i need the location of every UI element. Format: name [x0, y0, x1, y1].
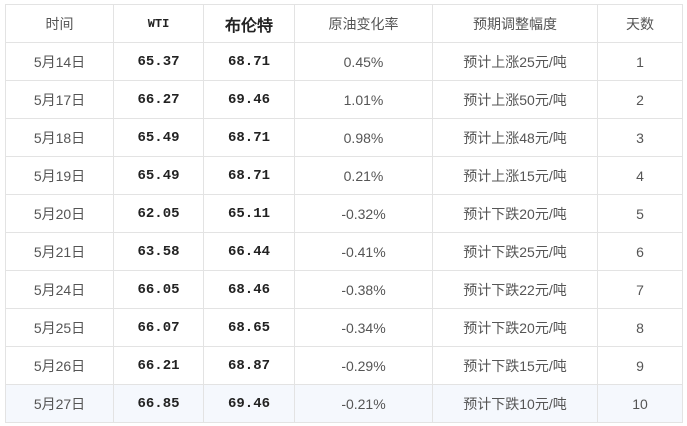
table-row: 5月20日 62.05 65.11 -0.32% 预计下跌20元/吨 5 [5, 194, 683, 233]
days-cell: 10 [597, 384, 683, 423]
wti-cell: 66.05 [113, 270, 204, 309]
brent-cell: 68.87 [203, 346, 295, 385]
date-cell: 5月20日 [5, 194, 114, 233]
wti-cell: 62.05 [113, 194, 204, 233]
days-cell: 3 [597, 118, 683, 157]
adjustment-cell: 预计下跌10元/吨 [432, 384, 598, 423]
adjustment-cell: 预计下跌20元/吨 [432, 308, 598, 347]
adjustment-cell: 预计下跌15元/吨 [432, 346, 598, 385]
brent-cell: 68.71 [203, 42, 295, 81]
table-row: 5月19日 65.49 68.71 0.21% 预计上涨15元/吨 4 [5, 156, 683, 195]
wti-cell: 66.27 [113, 80, 204, 119]
adjustment-cell: 预计上涨25元/吨 [432, 42, 598, 81]
days-cell: 6 [597, 232, 683, 271]
date-cell: 5月14日 [5, 42, 114, 81]
brent-cell: 69.46 [203, 384, 295, 423]
adjustment-cell: 预计下跌20元/吨 [432, 194, 598, 233]
days-cell: 8 [597, 308, 683, 347]
table-row: 5月14日 65.37 68.71 0.45% 预计上涨25元/吨 1 [5, 42, 683, 81]
wti-cell: 65.49 [113, 118, 204, 157]
change-rate-cell: 0.45% [294, 42, 433, 81]
wti-cell: 65.37 [113, 42, 204, 81]
days-cell: 2 [597, 80, 683, 119]
header-wti: WTI [113, 4, 204, 43]
oil-price-table: 时间 WTI 布伦特 原油变化率 预期调整幅度 天数 5月14日 65.37 68.71 0.4… [5, 4, 683, 423]
date-cell: 5月17日 [5, 80, 114, 119]
table-row: 5月18日 65.49 68.71 0.98% 预计上涨48元/吨 3 [5, 118, 683, 157]
brent-cell: 68.65 [203, 308, 295, 347]
table-row: 5月17日 66.27 69.46 1.01% 预计上涨50元/吨 2 [5, 80, 683, 119]
brent-cell: 68.46 [203, 270, 295, 309]
change-rate-cell: -0.41% [294, 232, 433, 271]
date-cell: 5月27日 [5, 384, 114, 423]
wti-cell: 63.58 [113, 232, 204, 271]
wti-cell: 66.21 [113, 346, 204, 385]
days-cell: 7 [597, 270, 683, 309]
change-rate-cell: 0.98% [294, 118, 433, 157]
days-cell: 1 [597, 42, 683, 81]
table-row: 5月24日 66.05 68.46 -0.38% 预计下跌22元/吨 7 [5, 270, 683, 309]
change-rate-cell: 0.21% [294, 156, 433, 195]
date-cell: 5月26日 [5, 346, 114, 385]
table-row: 5月26日 66.21 68.87 -0.29% 预计下跌15元/吨 9 [5, 346, 683, 385]
header-days: 天数 [597, 4, 683, 43]
adjustment-cell: 预计下跌22元/吨 [432, 270, 598, 309]
date-cell: 5月25日 [5, 308, 114, 347]
change-rate-cell: 1.01% [294, 80, 433, 119]
brent-cell: 69.46 [203, 80, 295, 119]
days-cell: 4 [597, 156, 683, 195]
wti-cell: 66.07 [113, 308, 204, 347]
header-change-rate: 原油变化率 [294, 4, 433, 43]
adjustment-cell: 预计下跌25元/吨 [432, 232, 598, 271]
table-row: 5月25日 66.07 68.65 -0.34% 预计下跌20元/吨 8 [5, 308, 683, 347]
header-date: 时间 [5, 4, 114, 43]
table-row: 5月27日 66.85 69.46 -0.21% 预计下跌10元/吨 10 [5, 384, 683, 423]
adjustment-cell: 预计上涨50元/吨 [432, 80, 598, 119]
date-cell: 5月24日 [5, 270, 114, 309]
table-header-row: 时间 WTI 布伦特 原油变化率 预期调整幅度 天数 [5, 4, 683, 43]
wti-cell: 66.85 [113, 384, 204, 423]
brent-cell: 65.11 [203, 194, 295, 233]
brent-cell: 68.71 [203, 118, 295, 157]
days-cell: 5 [597, 194, 683, 233]
days-cell: 9 [597, 346, 683, 385]
adjustment-cell: 预计上涨15元/吨 [432, 156, 598, 195]
header-expected-adjustment: 预期调整幅度 [432, 4, 598, 43]
change-rate-cell: -0.29% [294, 346, 433, 385]
date-cell: 5月21日 [5, 232, 114, 271]
change-rate-cell: -0.21% [294, 384, 433, 423]
table-row: 5月21日 63.58 66.44 -0.41% 预计下跌25元/吨 6 [5, 232, 683, 271]
wti-cell: 65.49 [113, 156, 204, 195]
brent-cell: 66.44 [203, 232, 295, 271]
date-cell: 5月19日 [5, 156, 114, 195]
change-rate-cell: -0.38% [294, 270, 433, 309]
brent-cell: 68.71 [203, 156, 295, 195]
change-rate-cell: -0.34% [294, 308, 433, 347]
change-rate-cell: -0.32% [294, 194, 433, 233]
adjustment-cell: 预计上涨48元/吨 [432, 118, 598, 157]
date-cell: 5月18日 [5, 118, 114, 157]
header-brent: 布伦特 [203, 4, 295, 43]
